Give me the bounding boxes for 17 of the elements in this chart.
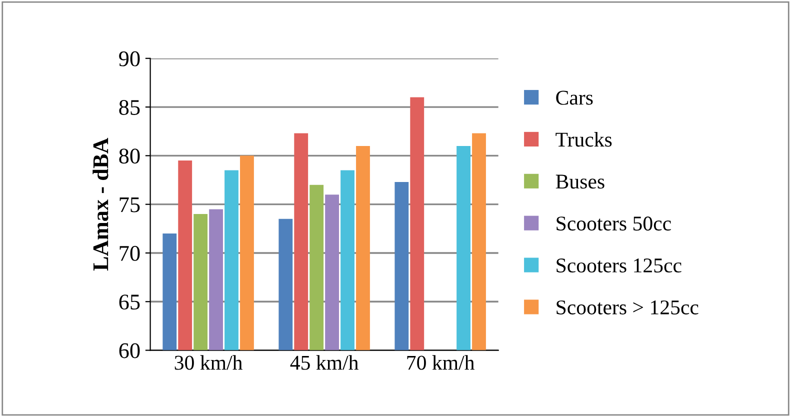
x-tick-label: 70 km/h [407, 355, 474, 370]
legend-label: Scooters 125cc [556, 258, 682, 273]
legend-label: Buses [556, 174, 604, 189]
legend-label: Trucks [556, 132, 612, 147]
y-axis-title: LAmax - dBA [92, 138, 108, 271]
y-tick-label: 75 [120, 197, 140, 212]
y-tick-label: 85 [119, 100, 140, 115]
legend-label: Scooters 50cc [556, 216, 671, 231]
y-tick-label: 70 [120, 246, 140, 261]
x-tick-label: 45 km/h [290, 355, 358, 370]
x-tick-label: 30 km/h [174, 355, 242, 370]
y-tick-label: 65 [119, 294, 140, 310]
y-tick-label: 60 [119, 343, 140, 358]
legend-label: Scooters > 125cc [556, 300, 698, 314]
y-tick-label: 90 [119, 51, 140, 66]
y-tick-label: 80 [119, 148, 140, 164]
legend-label: Cars [556, 90, 593, 105]
